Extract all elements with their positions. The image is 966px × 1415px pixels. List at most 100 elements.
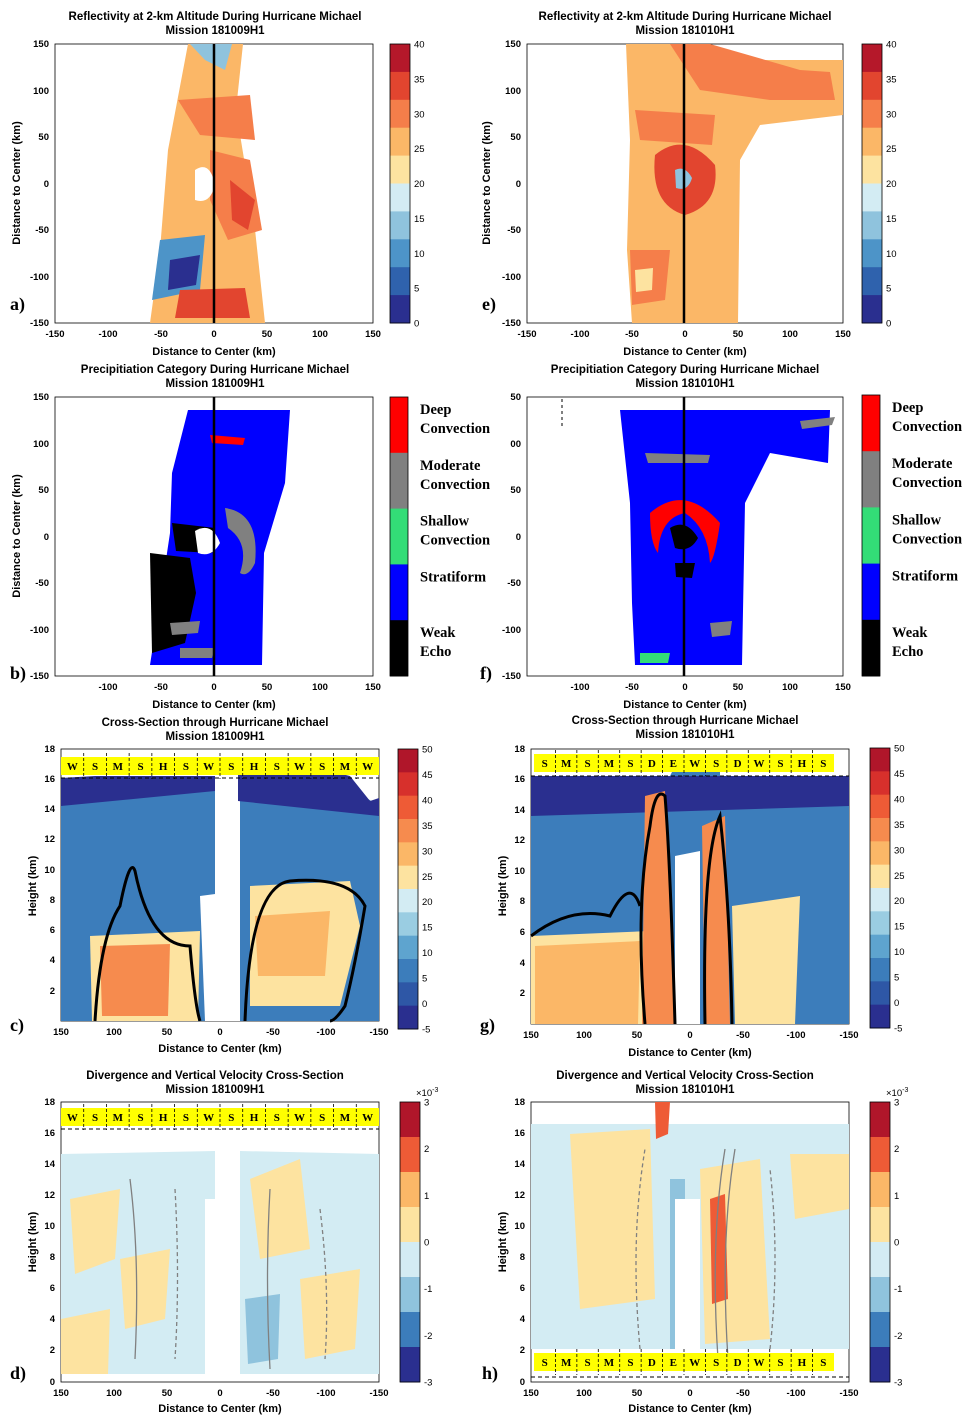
colorbar-exponent-power: -3 <box>902 1087 908 1094</box>
y-tick: 150 <box>505 39 521 50</box>
colorbar-tick: 35 <box>422 821 433 832</box>
colorbar-tick: 40 <box>886 40 897 51</box>
colorbar-tick: 40 <box>894 794 905 805</box>
band-letter: S <box>228 761 234 773</box>
band-letter: S <box>713 1357 719 1369</box>
band-letter: H <box>250 1112 259 1124</box>
panel-letter-b: b) <box>10 663 27 683</box>
y-tick: 0 <box>44 179 49 190</box>
colorbar-tick: 35 <box>414 74 425 85</box>
y-tick: 150 <box>33 392 49 403</box>
y-tick: -150 <box>30 671 49 682</box>
x-tick: -150 <box>839 1388 858 1399</box>
y-tick: -150 <box>30 318 49 329</box>
colorbar-tick: 3 <box>424 1098 429 1109</box>
x-axis-label-h: Distance to Center (km) <box>628 1403 752 1415</box>
colorbar-swatch <box>398 842 418 867</box>
colorbar-swatch <box>398 982 418 1007</box>
colorbar-swatch <box>862 99 882 129</box>
colorbar-tick: 45 <box>422 770 433 781</box>
x-axis-label-a: Distance to Center (km) <box>152 346 276 358</box>
colorbar-tick: 20 <box>886 179 897 190</box>
y-tick: 50 <box>510 485 521 496</box>
colorbar-swatch <box>870 1004 890 1029</box>
colorbar-tick: 50 <box>894 744 905 755</box>
category-label: Convection <box>892 419 962 435</box>
x-tick: 50 <box>162 1027 173 1038</box>
panel-letter-g: g) <box>480 1015 495 1035</box>
panel-e-title-line2: Mission 181010H1 <box>635 25 735 37</box>
x-tick: -50 <box>736 1388 750 1399</box>
colorbar-tick: 50 <box>422 745 433 756</box>
y-tick: 6 <box>50 1283 55 1294</box>
y-tick: 14 <box>44 1159 55 1170</box>
colorbar-swatch <box>390 183 410 212</box>
panel-letter-c: c) <box>10 1015 24 1035</box>
colorbar-swatch <box>870 1102 890 1138</box>
y-tick: 16 <box>44 774 55 785</box>
y-tick: 10 <box>44 1221 55 1232</box>
y-tick: 6 <box>520 927 525 938</box>
x-tick: 100 <box>576 1388 592 1399</box>
colorbar-tick: -1 <box>894 1284 902 1295</box>
category-swatch <box>390 452 408 510</box>
panel-g-title: Cross-Section through Hurricane Michael … <box>475 714 895 742</box>
colorbar-exponent-power: -3 <box>432 1087 438 1094</box>
x-ticks-h: 150 100 50 0 -50 -100 -150 <box>523 1388 858 1399</box>
panel-d-title: Divergence and Vertical Velocity Cross-S… <box>5 1069 425 1097</box>
colorbar-swatch <box>390 239 410 268</box>
panel-h-title-line1: Divergence and Vertical Velocity Cross-S… <box>556 1070 814 1082</box>
colorbar-swatch <box>870 1312 890 1348</box>
x-tick: 150 <box>365 329 381 340</box>
colorbar-exponent: ×10-3 <box>416 1087 438 1099</box>
y-axis-label-c: Height (km) <box>27 855 39 916</box>
band-letter: S <box>627 1357 633 1369</box>
category-label: Convection <box>420 477 490 493</box>
colorbar-swatch <box>398 749 418 773</box>
panel-letter-f: f) <box>480 663 492 683</box>
panel-c-title-line1: Cross-Section through Hurricane Michael <box>101 717 329 729</box>
colorbar-swatch <box>862 127 882 157</box>
x-tick: -100 <box>570 329 589 340</box>
band-letter: S <box>820 1357 826 1369</box>
y-tick: 18 <box>44 1097 55 1108</box>
colorbar-tick: 10 <box>414 249 425 260</box>
colorbar-a: 40 35 30 25 20 15 10 5 0 <box>389 40 425 330</box>
y-tick: 8 <box>520 896 525 907</box>
panel-e-title-line1: Reflectivity at 2-km Altitude During Hur… <box>538 11 832 23</box>
y-axis-label-g: Height (km) <box>497 855 509 916</box>
colorbar-swatch <box>390 267 410 296</box>
category-label: Convection <box>420 421 490 437</box>
x-tick: 0 <box>682 329 687 340</box>
x-axis-label-b: Distance to Center (km) <box>152 699 276 711</box>
x-ticks-b: -100 -50 0 50 100 150 <box>98 682 380 693</box>
y-tick: 8 <box>520 1252 525 1263</box>
w-contour-d2 <box>174 1188 179 1360</box>
colorbar-tick: 2 <box>894 1144 899 1155</box>
colorbar-swatch <box>862 155 882 184</box>
x-tick: -50 <box>266 1027 280 1038</box>
panel-b-title-line1: Precipitiation Category During Hurricane… <box>80 364 350 376</box>
x-tick: 150 <box>523 1388 539 1399</box>
y-tick: -100 <box>502 272 521 283</box>
band-letter: D <box>734 1357 742 1369</box>
colorbar-swatch <box>862 211 882 240</box>
colorbar-swatch <box>390 211 410 240</box>
contour-20dbz-g <box>639 792 677 1025</box>
panel-letter-h: h) <box>482 1363 499 1383</box>
x-ticks-a: -150 -100 -50 0 50 100 150 <box>45 329 380 340</box>
x-tick: 150 <box>523 1030 539 1041</box>
category-label: Convection <box>420 533 490 549</box>
colorbar-tick: 0 <box>886 319 891 330</box>
category-label: Echo <box>420 644 451 660</box>
band-letter: W <box>689 1357 700 1369</box>
y-tick: 12 <box>514 835 525 846</box>
band-letter: S <box>274 761 280 773</box>
colorbar-tick: 20 <box>422 897 433 908</box>
x-tick: 100 <box>312 682 328 693</box>
y-tick: 16 <box>514 1128 525 1139</box>
